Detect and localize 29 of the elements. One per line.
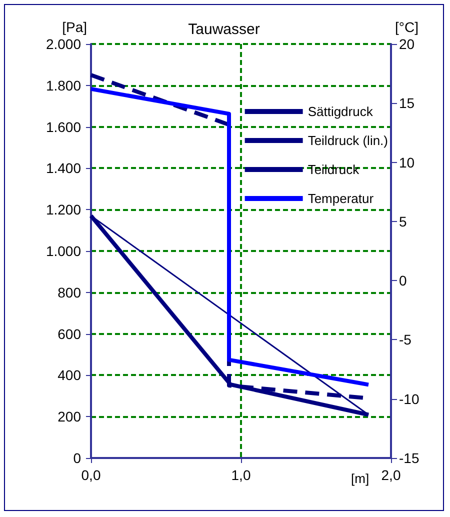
y2-tick-label: -5 <box>399 332 412 348</box>
legend-label: Teildruck (lin.) <box>308 133 388 148</box>
y2-tick-label: 10 <box>399 154 415 170</box>
legend-label: Temperatur <box>308 191 374 206</box>
y2-tick-label: 5 <box>399 213 407 230</box>
y-tick-label: 200 <box>58 408 82 425</box>
y-tick-label: 400 <box>58 367 82 384</box>
y2-tick-label: 15 <box>399 95 415 112</box>
x-axis-title: [m] <box>351 471 370 486</box>
y-tick-label: 1.400 <box>46 160 82 176</box>
chart-title: Tauwasser <box>188 21 260 38</box>
y-tick-label: 600 <box>58 326 82 342</box>
y-tick-label: 1.800 <box>46 77 82 94</box>
y2-tick-label: -10 <box>399 390 420 407</box>
legend-label: Sättigdruck <box>308 104 374 119</box>
y-tick-label: 1.600 <box>46 118 82 135</box>
y-tick-label: 1.200 <box>46 202 82 218</box>
y2-axis-title: [°C] <box>395 19 418 35</box>
y-axis-title: [Pa] <box>62 19 87 35</box>
x-tick-label: 2,0 <box>381 467 401 483</box>
y-tick-label: 0 <box>73 450 82 466</box>
y2-tick-label: 0 <box>399 272 407 289</box>
y-tick-label: 800 <box>58 284 82 300</box>
y-tick-label: 2.000 <box>46 36 82 52</box>
x-tick-label: 0,0 <box>81 467 101 483</box>
y-tick-label: 1.000 <box>46 243 82 259</box>
y2-tick-label: 20 <box>399 36 415 52</box>
x-tick-label: 1,0 <box>231 467 251 483</box>
y2-tick-label: -15 <box>399 450 420 466</box>
